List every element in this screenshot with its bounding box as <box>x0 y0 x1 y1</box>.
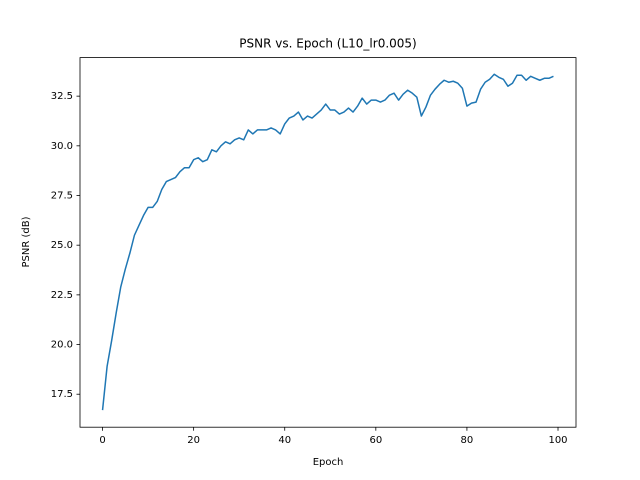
y-tick-label: 30.0 <box>51 141 73 152</box>
x-tick-label: 20 <box>187 435 200 446</box>
y-tick-label: 25.0 <box>51 240 73 251</box>
x-axis-label: Epoch <box>313 457 344 468</box>
x-tick-label: 100 <box>548 435 567 446</box>
y-tick-label: 32.5 <box>51 91 73 102</box>
axes-frame <box>79 57 577 428</box>
chart-title: PSNR vs. Epoch (L10_lr0.005) <box>239 37 416 51</box>
y-tick-label: 20.0 <box>51 340 73 351</box>
y-tick-label: 27.5 <box>51 191 73 202</box>
y-tick-label: 22.5 <box>51 290 73 301</box>
x-tick-label: 0 <box>99 435 105 446</box>
data-line <box>101 73 554 411</box>
x-tick-label: 40 <box>278 435 291 446</box>
x-tick-label: 80 <box>461 435 474 446</box>
y-axis-label: PSNR (dB) <box>21 216 32 267</box>
x-tick-label: 60 <box>369 435 382 446</box>
y-tick-label: 17.5 <box>51 389 73 400</box>
